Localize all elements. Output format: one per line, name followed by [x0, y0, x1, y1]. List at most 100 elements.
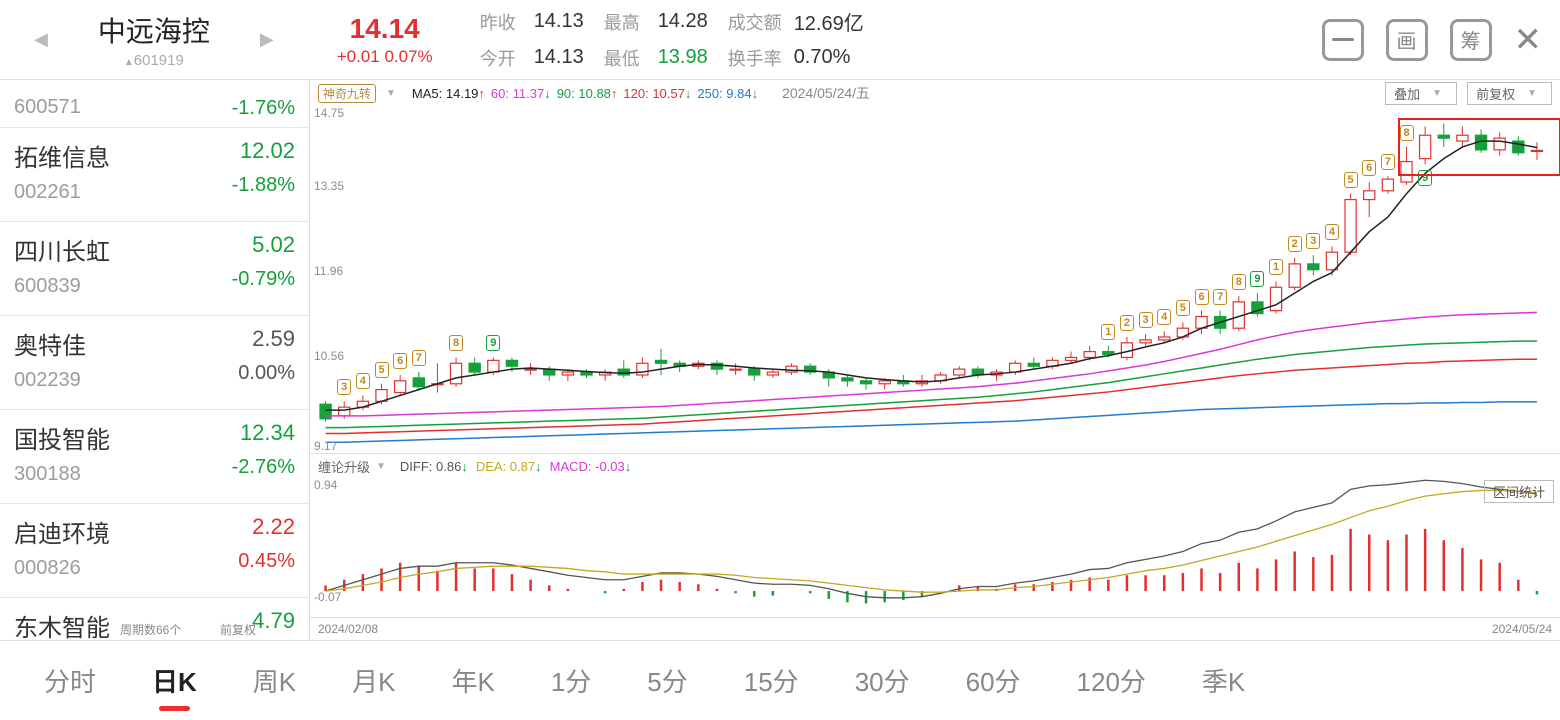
stock-code: ▲601919 [64, 52, 244, 69]
timeframe-tab[interactable]: 季K [1198, 654, 1249, 707]
timeframe-tab[interactable]: 5分 [643, 654, 691, 707]
watchlist-item[interactable]: 四川长虹600839 5.02-0.79% [0, 222, 309, 316]
sequence-badge: 5 [1176, 300, 1190, 316]
kv-value: 14.28 [658, 10, 728, 33]
timeframe-tab[interactable]: 60分 [962, 654, 1025, 707]
sequence-badge: 2 [1288, 236, 1302, 252]
timeframe-tab[interactable]: 120分 [1073, 654, 1150, 707]
kv-value: 14.13 [534, 46, 604, 69]
ma-value: 60: 11.37 [491, 86, 544, 101]
ma-value: 90: 10.88 [557, 86, 611, 101]
wl-price: 5.02 [232, 232, 295, 258]
sequence-badge: 9 [486, 335, 500, 351]
magic-nine-label[interactable]: 神奇九转 [318, 84, 376, 103]
watchlist-item[interactable]: 奥特佳 002239 2.59 0.00% [0, 316, 309, 410]
y-axis-label: 13.35 [314, 179, 344, 193]
wl-change: -1.88% [232, 174, 295, 197]
wl-name: 拓维信息 [14, 138, 110, 173]
candlestick-pane[interactable]: 14.7513.3511.9610.569.173456789123456789… [310, 106, 1560, 454]
wl-code: 002261 [14, 181, 110, 204]
timeframe-tab[interactable]: 日K [148, 654, 201, 707]
wl-price: 12.34 [232, 420, 295, 446]
timeframe-tab[interactable]: 年K [447, 654, 498, 707]
wl-price: 4.79 [252, 608, 295, 634]
chart-area: 神奇九转 ▼ MA5: 14.19↑60: 11.37↓90: 10.88↑12… [310, 80, 1560, 640]
prev-stock-icon[interactable]: ◀ [18, 29, 64, 50]
adjust-dropdown[interactable]: 前复权▼ [1467, 82, 1552, 105]
chip-button[interactable]: 筹 [1450, 19, 1492, 61]
sequence-badge: 1 [1269, 259, 1283, 275]
wl-change: -1.76% [232, 97, 295, 120]
wl-name: 东木智能 [14, 608, 110, 640]
timeframe-tab[interactable]: 15分 [740, 654, 803, 707]
watchlist-item[interactable]: 拓维信息 002261 12.02 -1.88% [0, 128, 309, 222]
quote-grid: 昨收14.13最高14.28成交额12.69亿 今开14.13最低13.98换手… [480, 4, 884, 76]
dropdown-icon[interactable]: ▼ [376, 461, 386, 472]
sequence-badge: 3 [337, 379, 351, 395]
wl-code: 600839 [14, 275, 110, 298]
wl-code: 600571 [14, 96, 81, 119]
stock-name: 中远海控 [64, 10, 244, 50]
y-axis-label: 10.56 [314, 349, 344, 363]
kv-label: 今开 [480, 45, 528, 71]
sequence-badge: 5 [375, 362, 389, 378]
close-icon[interactable]: ✕ [1514, 20, 1543, 60]
wl-code: 002239 [14, 369, 86, 392]
wl-price: 2.22 [238, 514, 295, 540]
wl-price: 12.02 [232, 138, 295, 164]
time-axis: 2024/02/08 周期数66个 前复权 2024/05/24 [310, 618, 1560, 640]
watchlist-item[interactable]: 600571 -1.76% [0, 80, 309, 128]
stock-title[interactable]: 中远海控 ▲601919 [64, 10, 244, 69]
wl-name: 启迪环境 [14, 514, 110, 549]
ma-value: MA5: 14.19 [412, 86, 479, 101]
wl-code: 000826 [14, 557, 110, 580]
adjust-label: 前复权 [220, 621, 256, 638]
timeframe-tabs: 分时日K 周K 月K 年K 1分 5分 15分 30分 60分 120分季K [0, 640, 1560, 720]
sequence-badge: 3 [1306, 233, 1320, 249]
timeframe-tab[interactable]: 1分 [547, 654, 595, 707]
macd-y-label: 0.94 [314, 478, 337, 492]
highlight-box [1398, 118, 1560, 176]
kv-label: 最低 [604, 45, 652, 71]
draw-button[interactable]: 画 [1386, 19, 1428, 61]
timeframe-tab[interactable]: 分时 [40, 654, 100, 707]
macd-value: DEA: 0.87 [476, 459, 535, 474]
watchlist-item[interactable]: 国投智能300188 12.34-2.76% [0, 410, 309, 504]
range-stats-button[interactable]: 区间统计 [1484, 480, 1554, 503]
sequence-badge: 1 [1101, 324, 1115, 340]
price-delta: +0.01 0.07% [310, 47, 460, 67]
macd-y-label: -0.07 [314, 590, 341, 604]
sequence-badge: 5 [1344, 172, 1358, 188]
sequence-badge: 4 [1325, 224, 1339, 240]
wl-code: 300188 [14, 463, 110, 486]
watchlist-item[interactable]: 启迪环境 000826 2.22 0.45% [0, 504, 309, 598]
sequence-badge: 7 [412, 350, 426, 366]
sequence-badge: 6 [393, 353, 407, 369]
price-block: 14.14 +0.01 0.07% [310, 13, 460, 67]
dropdown-icon[interactable]: ▼ [386, 88, 396, 99]
macd-value: DIFF: 0.86 [400, 459, 461, 474]
minimize-button[interactable] [1322, 19, 1364, 61]
watchlist-sidebar[interactable]: 600571 -1.76% 拓维信息002261 12.02-1.88% 四川长… [0, 80, 310, 640]
wl-change: -2.76% [232, 456, 295, 479]
sequence-badge: 7 [1381, 154, 1395, 170]
timeframe-tab[interactable]: 周K [249, 654, 300, 707]
overlay-dropdown[interactable]: 叠加▼ [1385, 82, 1457, 105]
kv-value: 13.98 [658, 46, 728, 69]
next-stock-icon[interactable]: ▶ [244, 29, 290, 50]
sequence-badge: 4 [356, 373, 370, 389]
macd-pane[interactable]: 区间统计 0.94 -0.07 [310, 478, 1560, 618]
timeframe-tab[interactable]: 月K [348, 654, 399, 707]
wl-name: 奥特佳 [14, 326, 86, 361]
wl-change: 0.00% [238, 362, 295, 385]
chanlun-label[interactable]: 缠论升级 [318, 457, 370, 476]
ma-value: 250: 9.84 [697, 86, 751, 101]
y-axis-label: 14.75 [314, 106, 344, 120]
chart-date: 2024/05/24/五 [782, 83, 870, 103]
wl-change: -0.79% [232, 268, 295, 291]
wl-price: 2.59 [238, 326, 295, 352]
timeframe-tab[interactable]: 30分 [851, 654, 914, 707]
wl-change: 0.45% [238, 550, 295, 573]
kv-value: 14.13 [534, 10, 604, 33]
sequence-badge: 6 [1195, 289, 1209, 305]
